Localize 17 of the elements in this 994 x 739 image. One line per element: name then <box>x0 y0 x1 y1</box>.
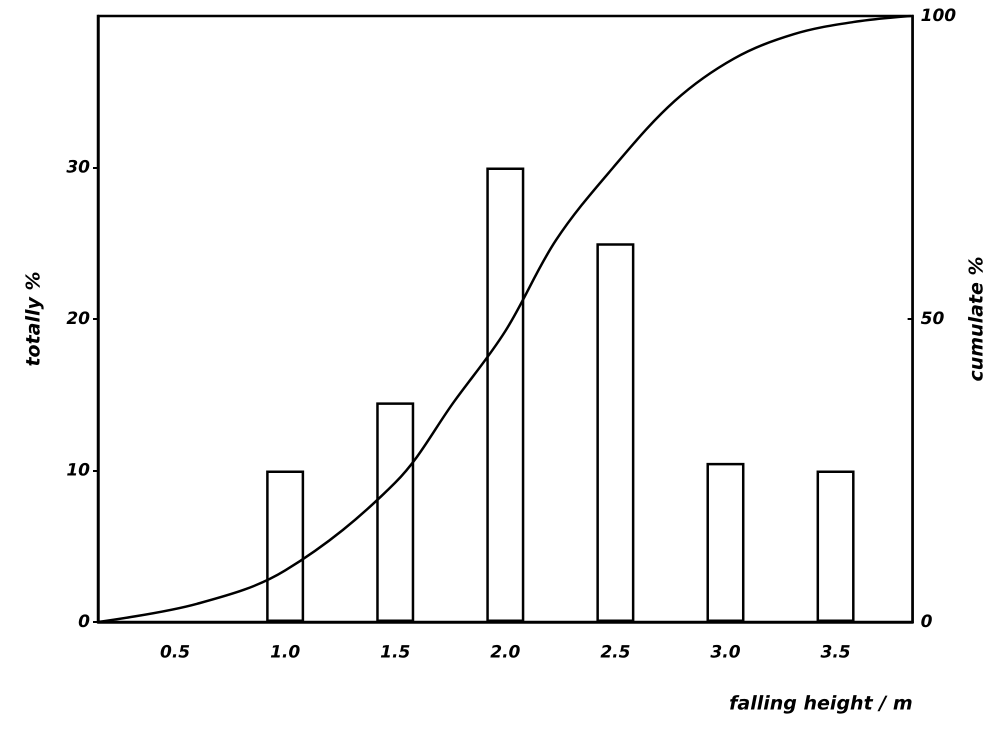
y2-tick-label: 0 <box>920 612 933 632</box>
y-axis-title: totally % <box>22 271 44 367</box>
y-tick-label: 20 <box>66 309 90 329</box>
y-tick-label: 0 <box>78 612 90 632</box>
x-tick-label: 3.0 <box>710 642 741 662</box>
y2-axis-title: cumulate % <box>966 256 988 382</box>
y-tick-label: 30 <box>66 158 90 178</box>
x-tick-label: 2.5 <box>600 642 630 662</box>
x-tick-label: 3.5 <box>820 642 851 662</box>
x-tick-label: 0.5 <box>160 642 190 662</box>
x-axis-title: falling height / m <box>729 692 913 714</box>
y2-tick-label: 50 <box>920 309 944 329</box>
y-tick-label: 10 <box>66 460 90 480</box>
y2-tick-label: 100 <box>920 6 956 26</box>
x-tick-label: 2.0 <box>490 642 521 662</box>
x-tick-label: 1.5 <box>380 642 410 662</box>
x-tick-label: 1.0 <box>270 642 300 662</box>
